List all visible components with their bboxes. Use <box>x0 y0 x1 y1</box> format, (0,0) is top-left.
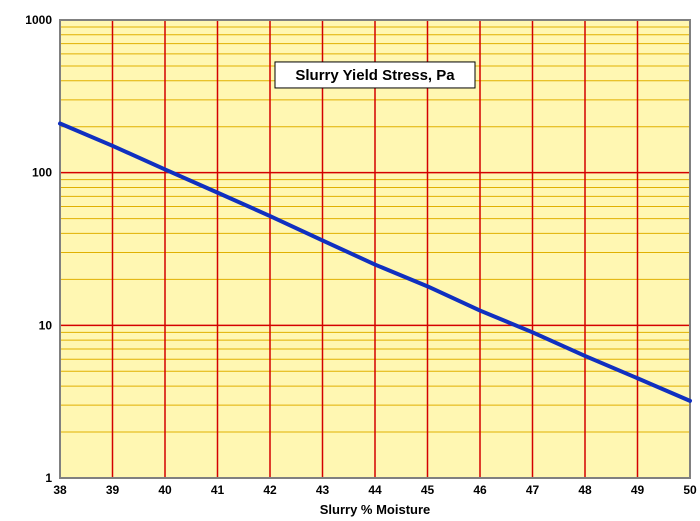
x-tick-label: 45 <box>421 483 435 497</box>
x-tick-label: 48 <box>578 483 592 497</box>
y-tick-label: 1000 <box>25 13 52 27</box>
x-tick-label: 39 <box>106 483 120 497</box>
y-tick-label: 10 <box>39 318 53 332</box>
x-axis-label: Slurry % Moisture <box>320 502 431 517</box>
x-tick-label: 42 <box>263 483 277 497</box>
x-tick-label: 47 <box>526 483 540 497</box>
x-tick-label: 41 <box>211 483 225 497</box>
x-tick-label: 49 <box>631 483 645 497</box>
x-tick-label: 43 <box>316 483 330 497</box>
y-tick-label: 100 <box>32 166 52 180</box>
x-tick-label: 40 <box>158 483 172 497</box>
x-tick-label: 46 <box>473 483 487 497</box>
y-tick-label: 1 <box>45 471 52 485</box>
chart-container: 38 39 40 41 42 43 44 45 46 47 48 49 50 1 10 100 1000 Slur… <box>0 0 700 521</box>
x-tick-label: 44 <box>368 483 382 497</box>
chart-title: Slurry Yield Stress, Pa <box>295 67 455 84</box>
chart-svg: 38 39 40 41 42 43 44 45 46 47 48 49 50 1 10 100 1000 Slur… <box>0 0 700 521</box>
x-tick-label: 38 <box>53 483 67 497</box>
x-tick-label: 50 <box>683 483 697 497</box>
